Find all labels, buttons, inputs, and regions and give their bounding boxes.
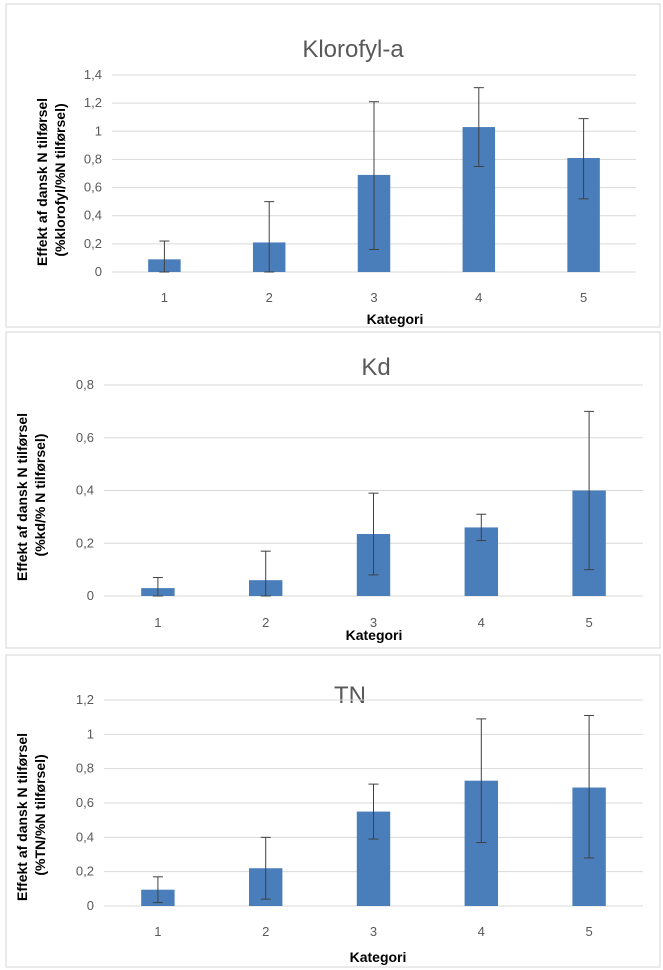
x-tick-label: 1 bbox=[154, 924, 161, 939]
chart-title: Kd bbox=[361, 354, 390, 381]
y-tick-label: 1 bbox=[87, 726, 94, 741]
y-tick-label: 0,2 bbox=[76, 535, 94, 550]
x-axis-label: Kategori bbox=[367, 311, 424, 327]
y-axis-label: Effekt af dansk N tilførsel (%klorofyl/%… bbox=[34, 94, 68, 266]
x-tick-label: 4 bbox=[478, 924, 485, 939]
x-axis-label: Kategori bbox=[346, 627, 403, 643]
panel-frame bbox=[5, 654, 661, 968]
y-tick-label: 1 bbox=[95, 123, 102, 138]
y-tick-labels: 0 0,2 0,4 0,6 0,8 1 1,2 bbox=[76, 692, 94, 913]
y-tick-label: 0,2 bbox=[76, 864, 94, 879]
y-axis-label-line-1: Effekt af dansk N tilførsel bbox=[14, 413, 30, 581]
y-tick-label: 0,8 bbox=[84, 151, 102, 166]
y-axis-label-line-1: Effekt af dansk N tilførsel bbox=[14, 733, 30, 901]
y-axis-label: Effekt af dansk N tilførsel (%kd/% N til… bbox=[14, 409, 48, 581]
x-tick-label: 2 bbox=[262, 924, 269, 939]
x-tick-label: 5 bbox=[585, 615, 592, 630]
y-tick-label: 1,4 bbox=[84, 67, 102, 82]
y-axis-label-line-1: Effekt af dansk N tilførsel bbox=[34, 98, 50, 266]
y-tick-labels: 0 0,2 0,4 0,6 0,8 bbox=[76, 377, 94, 603]
x-tick-label: 3 bbox=[370, 615, 377, 630]
x-tick-label: 1 bbox=[161, 290, 168, 305]
x-tick-label: 4 bbox=[475, 290, 482, 305]
error-bars bbox=[159, 87, 589, 273]
x-axis-label: Kategori bbox=[350, 949, 407, 965]
y-axis-label-line-2: (%TN/%N tilførsel) bbox=[32, 754, 48, 875]
y-axis-label-line-2: (%kd/% N tilførsel) bbox=[32, 434, 48, 557]
error-bars bbox=[152, 714, 595, 904]
chart-panel-tn: TN 0 0,2 0,4 0,6 0,8 1 1,2 1 2 3 4 5 Kategori Effe… bbox=[5, 654, 661, 968]
y-tick-label: 0 bbox=[87, 898, 94, 913]
y-tick-labels: 0 0,2 0,4 0,6 0,8 1 1,2 1,4 bbox=[84, 67, 102, 279]
y-tick-label: 0,4 bbox=[76, 483, 94, 498]
x-tick-label: 2 bbox=[262, 615, 269, 630]
x-tick-label: 1 bbox=[154, 615, 161, 630]
x-tick-label: 3 bbox=[370, 924, 377, 939]
chart-panel-klorofyl: Klorofyl-a 0 0,2 0,4 0,6 0,8 1 1,2 1,4 1 2 3 4 5 Ka… bbox=[5, 3, 661, 328]
y-tick-label: 1,2 bbox=[84, 95, 102, 110]
y-tick-label: 1,2 bbox=[76, 692, 94, 707]
y-tick-label: 0,8 bbox=[76, 761, 94, 776]
x-tick-labels: 1 2 3 4 5 bbox=[161, 290, 587, 305]
y-axis-label-line-2: (%klorofyl/%N tilførsel) bbox=[52, 103, 68, 256]
y-tick-label: 0,6 bbox=[76, 795, 94, 810]
y-tick-label: 0,8 bbox=[76, 377, 94, 392]
y-tick-label: 0,6 bbox=[84, 180, 102, 195]
x-tick-label: 5 bbox=[580, 290, 587, 305]
chart-panel-kd: Kd 0 0,2 0,4 0,6 0,8 1 2 3 4 5 Kategori Effekt a… bbox=[5, 331, 661, 649]
x-tick-labels: 1 2 3 4 5 bbox=[154, 924, 592, 939]
x-tick-labels: 1 2 3 4 5 bbox=[154, 615, 592, 630]
y-tick-label: 0,2 bbox=[84, 236, 102, 251]
y-axis-label: Effekt af dansk N tilførsel (%TN/%N tilf… bbox=[14, 729, 48, 901]
chart-title: TN bbox=[334, 682, 366, 709]
x-tick-label: 3 bbox=[370, 290, 377, 305]
y-tick-label: 0 bbox=[95, 264, 102, 279]
y-tick-label: 0,4 bbox=[84, 208, 102, 223]
gridlines bbox=[104, 384, 643, 597]
error-bars bbox=[152, 410, 595, 597]
chart-title: Klorofyl-a bbox=[302, 36, 404, 63]
y-tick-label: 0,4 bbox=[76, 829, 94, 844]
x-tick-label: 5 bbox=[585, 924, 592, 939]
y-tick-label: 0,6 bbox=[76, 430, 94, 445]
x-tick-label: 4 bbox=[478, 615, 485, 630]
panel-frame bbox=[5, 3, 661, 328]
x-tick-label: 2 bbox=[266, 290, 273, 305]
y-tick-label: 0 bbox=[87, 588, 94, 603]
